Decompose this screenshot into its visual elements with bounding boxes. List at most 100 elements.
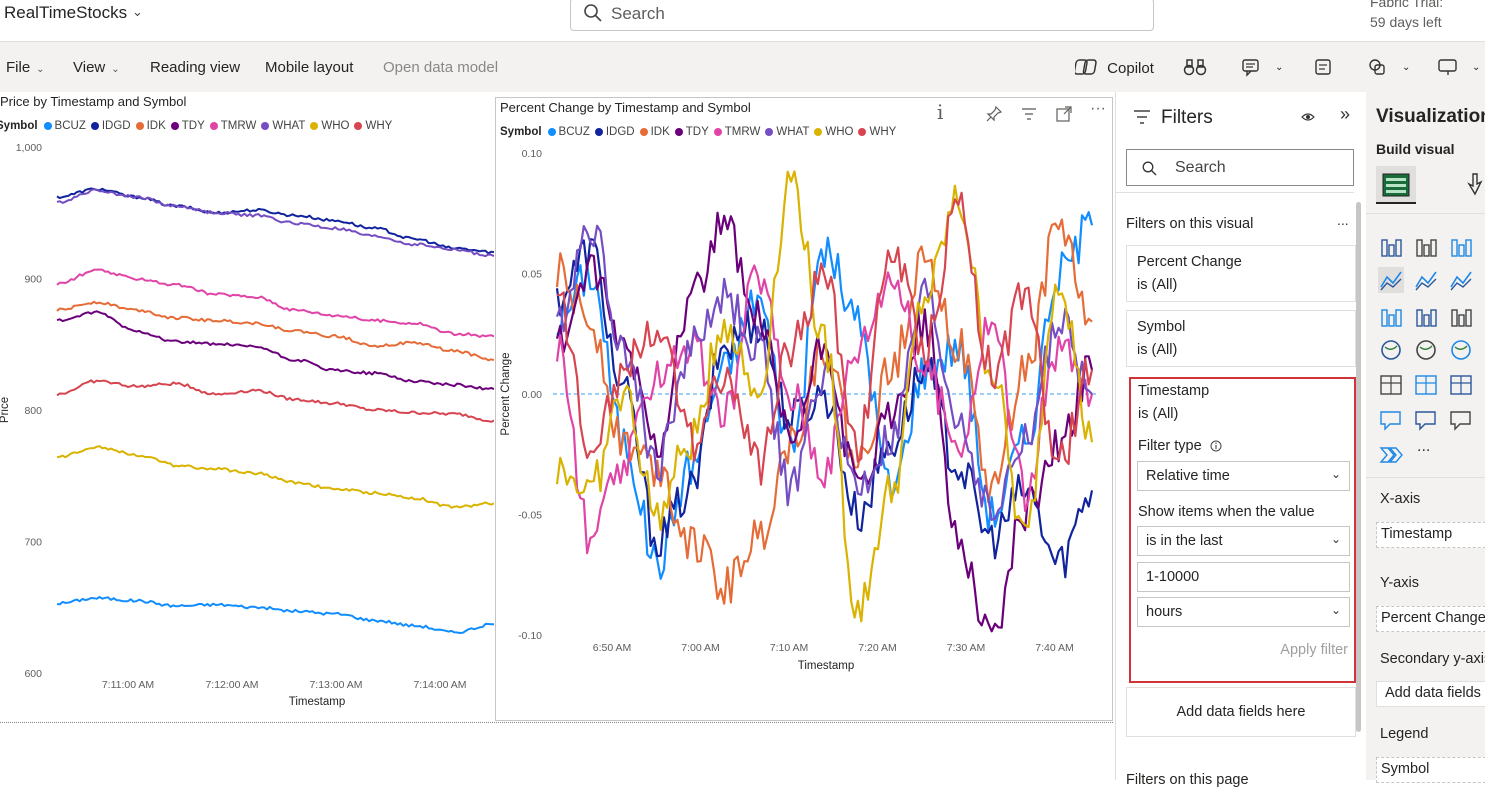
filter-icon[interactable] (1021, 106, 1037, 122)
paginated-report-icon[interactable] (1413, 407, 1439, 433)
file-menu[interactable]: File ⌄ (6, 59, 45, 76)
amount-input[interactable]: 1-10000 (1137, 562, 1350, 592)
app-title[interactable]: RealTimeStocks (4, 3, 128, 22)
apply-filter-button[interactable]: Apply filter (1280, 642, 1348, 658)
legend-item-tdy[interactable]: TDY (170, 120, 205, 132)
y-tick-label: 0.10 (522, 148, 543, 160)
share-icon[interactable] (1367, 57, 1387, 77)
legend-item-what[interactable]: WHAT (261, 120, 305, 132)
legend-item-bcuz[interactable]: BCUZ (43, 120, 86, 132)
series-line-idk[interactable] (56, 300, 494, 362)
scatter-chart-icon[interactable] (1448, 302, 1474, 328)
comment-icon[interactable] (1241, 57, 1261, 77)
chevron-down-icon[interactable]: ⌄ (1275, 62, 1284, 73)
notes-icon[interactable] (1313, 57, 1333, 77)
chart-title: Price by Timestamp and Symbol (0, 94, 187, 109)
legend-well[interactable]: Symbol (1376, 757, 1485, 783)
filter-card-percent-change[interactable]: Percent Change is (All) (1126, 245, 1356, 302)
smart-narrative-icon[interactable] (1378, 407, 1404, 433)
percent-change-line-chart[interactable]: Percent Change by Timestamp and Symbol S… (495, 97, 1113, 721)
more-visuals-icon[interactable]: ... (1417, 438, 1431, 455)
azure-map-icon[interactable] (1448, 337, 1474, 363)
legend-item-idk[interactable]: IDK (639, 126, 670, 138)
legend-item-idgd[interactable]: IDGD (594, 126, 635, 138)
area-chart-icon[interactable] (1413, 267, 1439, 293)
present-icon[interactable] (1437, 57, 1459, 77)
filters-search-input[interactable]: Search (1126, 149, 1354, 186)
pin-icon[interactable] (986, 106, 1002, 122)
map-icon[interactable] (1378, 337, 1404, 363)
series-line-why[interactable] (556, 191, 1094, 486)
filters-scrollbar[interactable] (1356, 202, 1361, 732)
chevron-down-icon[interactable]: ⌄ (1472, 62, 1481, 73)
unit-dropdown[interactable]: hours ⌄ (1137, 597, 1350, 627)
filter-type-dropdown[interactable]: Relative time ⌄ (1137, 461, 1350, 491)
mobile-layout-button[interactable]: Mobile layout (265, 59, 354, 76)
series-line-idgd[interactable] (56, 187, 494, 255)
legend-item-why[interactable]: WHY (858, 126, 896, 138)
clustered-bar-chart-icon[interactable] (1448, 232, 1474, 258)
legend-item-who[interactable]: WHO (814, 126, 853, 138)
global-search-input[interactable]: Search (570, 0, 1154, 31)
chart-legend[interactable]: Symbol BCUZ IDGD IDK TDY TMRW WHAT WHO WHY (500, 126, 901, 138)
series-line-tdy[interactable] (555, 211, 1094, 633)
kpi-icon[interactable] (1378, 372, 1404, 398)
condition-dropdown[interactable]: is in the last ⌄ (1137, 526, 1350, 556)
chart-legend[interactable]: Symbol BCUZ IDGD IDK TDY TMRW WHAT WHO WHY (0, 120, 397, 132)
info-icon[interactable]: i (937, 100, 944, 124)
series-line-what[interactable] (555, 224, 1093, 521)
legend-item-idgd[interactable]: IDGD (90, 120, 131, 132)
series-line-tmrw[interactable] (56, 268, 494, 338)
more-options-icon[interactable]: ··· (1090, 100, 1106, 117)
series-line-who[interactable] (555, 170, 1094, 623)
price-line-chart[interactable]: Price by Timestamp and Symbol Symbol BCU… (0, 92, 494, 722)
series-line-tmrw[interactable] (555, 264, 1094, 555)
more-options-icon[interactable]: ... (1337, 212, 1349, 228)
power-automate-icon[interactable] (1378, 442, 1404, 468)
series-line-tdy[interactable] (56, 310, 494, 391)
filter-card-symbol[interactable]: Symbol is (All) (1126, 310, 1356, 367)
chevron-down-icon[interactable]: ⌄ (1402, 62, 1411, 73)
ribbon-chart-icon[interactable] (1448, 267, 1474, 293)
series-line-bcuz[interactable] (56, 596, 494, 634)
stacked-bar-chart-icon[interactable] (1378, 232, 1404, 258)
yaxis-well[interactable]: Percent Change (1376, 606, 1485, 632)
focus-mode-icon[interactable] (1056, 106, 1072, 122)
add-data-fields-well[interactable]: Add data fields here (1126, 687, 1356, 737)
filter-card-timestamp[interactable]: Timestamp is (All) Filter type Relative … (1129, 377, 1356, 683)
table-icon[interactable] (1448, 372, 1474, 398)
series-line-idgd[interactable] (555, 238, 1094, 579)
legend-item-bcuz[interactable]: BCUZ (547, 126, 590, 138)
legend-item-why[interactable]: WHY (354, 120, 392, 132)
series-line-why[interactable] (56, 379, 494, 423)
card-icon[interactable] (1413, 372, 1439, 398)
open-data-model-button[interactable]: Open data model (383, 59, 499, 76)
legend-item-what[interactable]: WHAT (765, 126, 809, 138)
filled-map-icon[interactable] (1413, 337, 1439, 363)
build-visual-icon[interactable] (1376, 166, 1416, 204)
collapse-pane-icon[interactable]: » (1340, 104, 1351, 124)
funnel-chart-icon[interactable] (1413, 302, 1439, 328)
legend-item-idk[interactable]: IDK (135, 120, 166, 132)
waterfall-chart-icon[interactable] (1378, 302, 1404, 328)
goals-icon[interactable] (1448, 407, 1474, 433)
xaxis-well[interactable]: Timestamp (1376, 522, 1485, 548)
view-menu[interactable]: View ⌄ (73, 59, 120, 76)
build-visual-tab[interactable]: Build visual (1376, 141, 1455, 157)
reading-view-button[interactable]: Reading view (150, 59, 241, 76)
series-line-who[interactable] (56, 445, 494, 509)
legend-item-tmrw[interactable]: TMRW (209, 120, 256, 132)
info-icon[interactable] (1210, 440, 1222, 452)
secondary-yaxis-well[interactable]: Add data fields here (1376, 681, 1485, 707)
binoculars-icon[interactable] (1183, 57, 1207, 77)
series-line-what[interactable] (56, 188, 494, 258)
eye-icon[interactable] (1301, 111, 1315, 123)
chevron-down-icon[interactable]: ⌄ (132, 4, 143, 19)
line-chart-icon[interactable] (1378, 267, 1404, 293)
legend-item-tdy[interactable]: TDY (674, 126, 709, 138)
stacked-column-chart-icon[interactable] (1413, 232, 1439, 258)
legend-item-who[interactable]: WHO (310, 120, 349, 132)
copilot-button[interactable]: Copilot (1073, 57, 1154, 77)
legend-item-tmrw[interactable]: TMRW (713, 126, 760, 138)
format-visual-icon[interactable] (1465, 172, 1485, 198)
